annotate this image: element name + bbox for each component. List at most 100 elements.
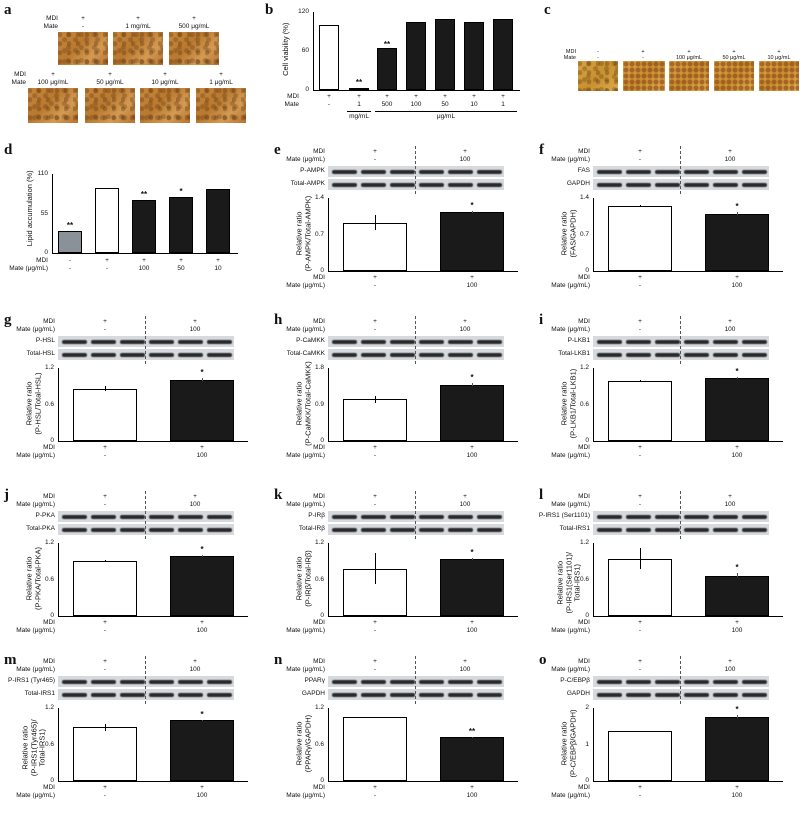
unit-bracket <box>347 111 371 112</box>
unit-label: mg/mL <box>349 113 369 120</box>
blot-band <box>655 527 680 532</box>
mate-value: 100 <box>466 452 478 459</box>
lane-divider <box>680 491 681 539</box>
mdi-value: + <box>108 71 112 78</box>
y-tick: 1.2 <box>44 704 54 711</box>
blot-band <box>207 514 232 519</box>
mate-value: 100 <box>459 156 471 163</box>
blot-band <box>332 692 357 697</box>
panel-label: l <box>539 487 544 503</box>
blot-band <box>419 169 444 174</box>
blot-band <box>477 514 502 519</box>
y-tick: 0.9 <box>314 401 324 408</box>
error-bar <box>640 379 641 382</box>
micrograph <box>759 61 799 91</box>
bar <box>440 737 504 781</box>
y-axis <box>328 368 329 441</box>
mdi-value: + <box>638 493 642 500</box>
mdi-value: + <box>728 318 732 325</box>
x-axis <box>313 90 520 91</box>
blot-row-label: Total-CaMKK <box>286 350 325 357</box>
bar <box>608 380 672 441</box>
western-blot-strip <box>593 689 769 700</box>
blot-band <box>207 679 232 684</box>
error-bar <box>375 395 376 403</box>
mate-value: - <box>638 452 642 459</box>
mdi-value: + <box>472 93 476 100</box>
mate-value: - <box>373 452 377 459</box>
blot-band <box>361 679 386 684</box>
panel-c: c MDI Mate - - + - + 100 μg/mL + 50 μg/m… <box>540 0 800 135</box>
mate-label: Mate (μg/mL) <box>16 452 55 459</box>
blot-band <box>742 514 767 519</box>
bar <box>705 575 769 616</box>
error-bar <box>202 719 203 722</box>
bar <box>406 22 426 90</box>
plot-area: * <box>58 543 248 617</box>
y-tick: 0.7 <box>579 231 589 238</box>
blot-band <box>713 182 738 187</box>
mate-value: 100 <box>196 792 208 799</box>
blot-band <box>91 527 116 532</box>
mdi-label: MDI <box>313 318 325 325</box>
mdi-value: + <box>142 257 146 264</box>
mate-value: 100 <box>189 326 201 333</box>
western-blot-strip <box>328 336 504 347</box>
y-axis <box>593 198 594 271</box>
blot-band <box>62 692 87 697</box>
plot-area: ** ** <box>313 12 520 91</box>
blot-band <box>626 514 651 519</box>
blot-band <box>361 352 386 357</box>
x-axis <box>593 271 783 272</box>
blot-band <box>178 352 203 357</box>
blot-band <box>448 679 473 684</box>
mate-label: Mate (μg/mL) <box>16 501 55 508</box>
blot-band <box>713 339 738 344</box>
y-tick: 1.2 <box>314 539 324 546</box>
error-bar <box>105 386 106 392</box>
mate-label: Mate (μg/mL) <box>551 501 590 508</box>
blot-band <box>207 527 232 532</box>
mdi-value: + <box>193 318 197 325</box>
mate-value: - <box>68 265 72 272</box>
blot-band <box>448 169 473 174</box>
panel-n: n MDI Mate (μg/mL) + - + 100 PPARγ GAPDH … <box>270 650 535 815</box>
mate-label: Mate (μg/mL) <box>551 792 590 799</box>
y-tick: 0 <box>585 612 589 619</box>
y-tick: 2 <box>585 704 589 711</box>
blot-band <box>742 339 767 344</box>
mate-value: 100 <box>466 627 478 634</box>
mdi-value: + <box>385 93 389 100</box>
mate-value: - <box>638 627 642 634</box>
mdi-value: - <box>597 49 599 55</box>
mate-value: 500 μg/mL <box>178 23 210 30</box>
mate-value: - <box>373 156 377 163</box>
blot-row-label: P-AMPK <box>300 167 325 174</box>
blot-band <box>477 679 502 684</box>
blot-band <box>684 352 709 357</box>
error-bar <box>472 558 473 561</box>
mate-value: 100 <box>724 666 736 673</box>
y-tick: 0 <box>50 612 54 619</box>
y-tick: 0 <box>44 249 48 256</box>
mdi-label: MDI <box>578 619 590 626</box>
blot-row-label: Total-AMPK <box>290 180 325 187</box>
blot-band <box>597 182 622 187</box>
mate-value: - <box>373 326 377 333</box>
mdi-value: + <box>373 619 377 626</box>
blot-row-label: P-C/EBPβ <box>560 677 590 684</box>
panel-j: j MDI Mate (μg/mL) + - + 100 P-PKA Total-… <box>0 485 265 650</box>
mate-value: 50 μg/mL <box>96 79 124 86</box>
micrograph <box>169 32 219 65</box>
mdi-label: MDI <box>43 619 55 626</box>
mdi-value: + <box>463 493 467 500</box>
y-tick: 0.6 <box>314 576 324 583</box>
mate-value: 100 <box>138 265 150 272</box>
blot-band <box>361 339 386 344</box>
mate-value: 100 <box>731 792 743 799</box>
blot-band <box>626 182 651 187</box>
blot-band <box>684 339 709 344</box>
mdi-value: + <box>103 784 107 791</box>
blot-band <box>684 169 709 174</box>
bar <box>206 189 230 253</box>
